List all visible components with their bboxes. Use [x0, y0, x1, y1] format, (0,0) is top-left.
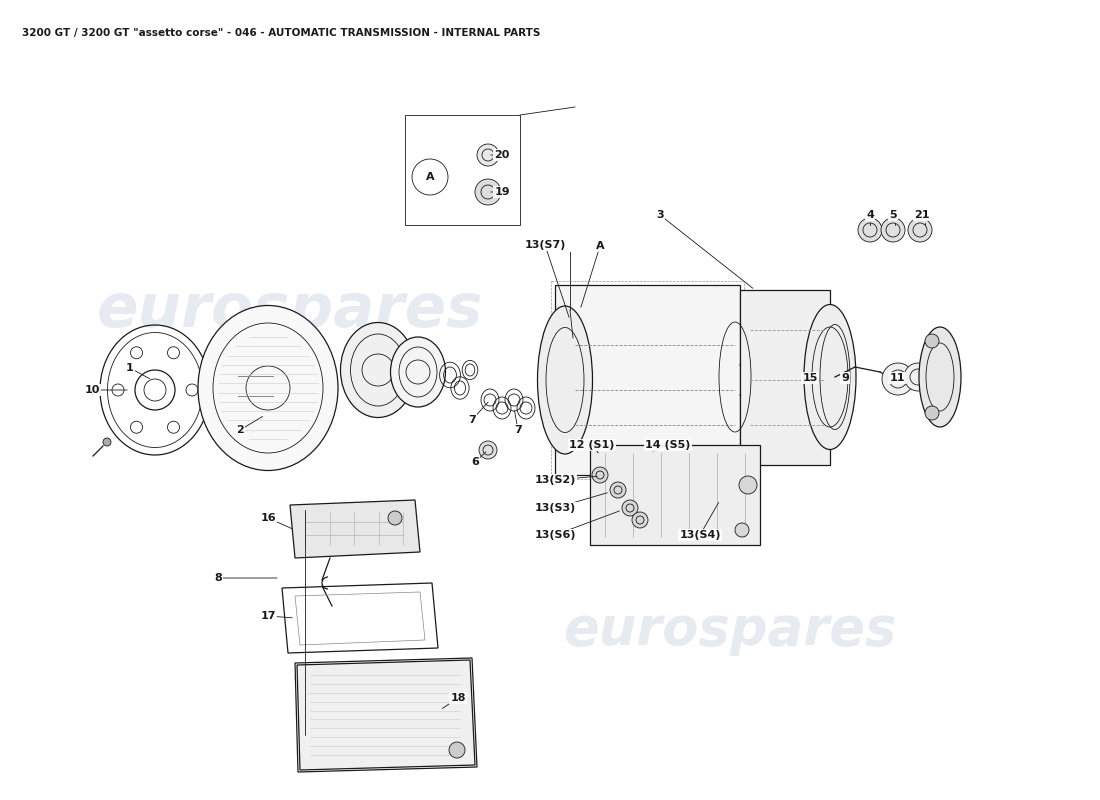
Text: 18: 18: [450, 693, 465, 703]
Bar: [556, 285, 740, 475]
Text: A: A: [596, 241, 604, 251]
Ellipse shape: [804, 305, 856, 450]
Text: 7: 7: [469, 415, 476, 425]
Circle shape: [610, 482, 626, 498]
Text: 13(S2): 13(S2): [535, 475, 575, 485]
Text: A: A: [426, 172, 434, 182]
Text: 5: 5: [889, 210, 896, 220]
Ellipse shape: [918, 327, 961, 427]
Bar: [551, 281, 744, 479]
Circle shape: [475, 179, 500, 205]
Circle shape: [592, 467, 608, 483]
Circle shape: [103, 438, 111, 446]
Circle shape: [908, 218, 932, 242]
Text: 21: 21: [914, 210, 929, 220]
Circle shape: [735, 523, 749, 537]
Text: 14 (S5): 14 (S5): [646, 440, 691, 450]
Circle shape: [925, 406, 939, 420]
Text: 13(S7): 13(S7): [525, 240, 565, 250]
Text: 3: 3: [657, 210, 663, 220]
Text: 17: 17: [261, 611, 276, 621]
Text: 2: 2: [236, 425, 244, 435]
Bar: [405, 115, 520, 225]
Text: eurospares: eurospares: [97, 281, 483, 339]
Text: 13(S4): 13(S4): [680, 530, 720, 540]
Ellipse shape: [341, 322, 416, 418]
Bar: [740, 290, 830, 465]
Circle shape: [739, 476, 757, 494]
Circle shape: [449, 742, 465, 758]
Text: 20: 20: [494, 150, 509, 160]
Circle shape: [904, 363, 932, 391]
Text: 8: 8: [214, 573, 222, 583]
Circle shape: [881, 218, 905, 242]
Text: 16: 16: [261, 513, 276, 523]
Ellipse shape: [198, 306, 338, 470]
Circle shape: [882, 363, 914, 395]
Text: 13(S3): 13(S3): [535, 503, 575, 513]
Circle shape: [478, 441, 497, 459]
Text: 1: 1: [126, 363, 134, 373]
Polygon shape: [290, 500, 420, 558]
Text: 3200 GT / 3200 GT "assetto corse" - 046 - AUTOMATIC TRANSMISSION - INTERNAL PART: 3200 GT / 3200 GT "assetto corse" - 046 …: [22, 28, 540, 38]
Text: 6: 6: [471, 457, 478, 467]
Text: 12 (S1): 12 (S1): [570, 440, 615, 450]
Text: eurospares: eurospares: [563, 604, 896, 656]
Bar: [590, 445, 760, 545]
Text: 11: 11: [889, 373, 904, 383]
Circle shape: [858, 218, 882, 242]
Circle shape: [388, 511, 401, 525]
Text: 7: 7: [514, 425, 521, 435]
Circle shape: [621, 500, 638, 516]
Text: 9: 9: [842, 373, 849, 383]
Ellipse shape: [390, 337, 446, 407]
Polygon shape: [297, 660, 475, 770]
Text: 10: 10: [85, 385, 100, 395]
Text: 13(S6): 13(S6): [535, 530, 575, 540]
Circle shape: [477, 144, 499, 166]
Text: 19: 19: [494, 187, 509, 197]
Circle shape: [925, 334, 939, 348]
Ellipse shape: [538, 306, 593, 454]
Text: 15: 15: [802, 373, 817, 383]
Text: 4: 4: [866, 210, 873, 220]
Circle shape: [632, 512, 648, 528]
